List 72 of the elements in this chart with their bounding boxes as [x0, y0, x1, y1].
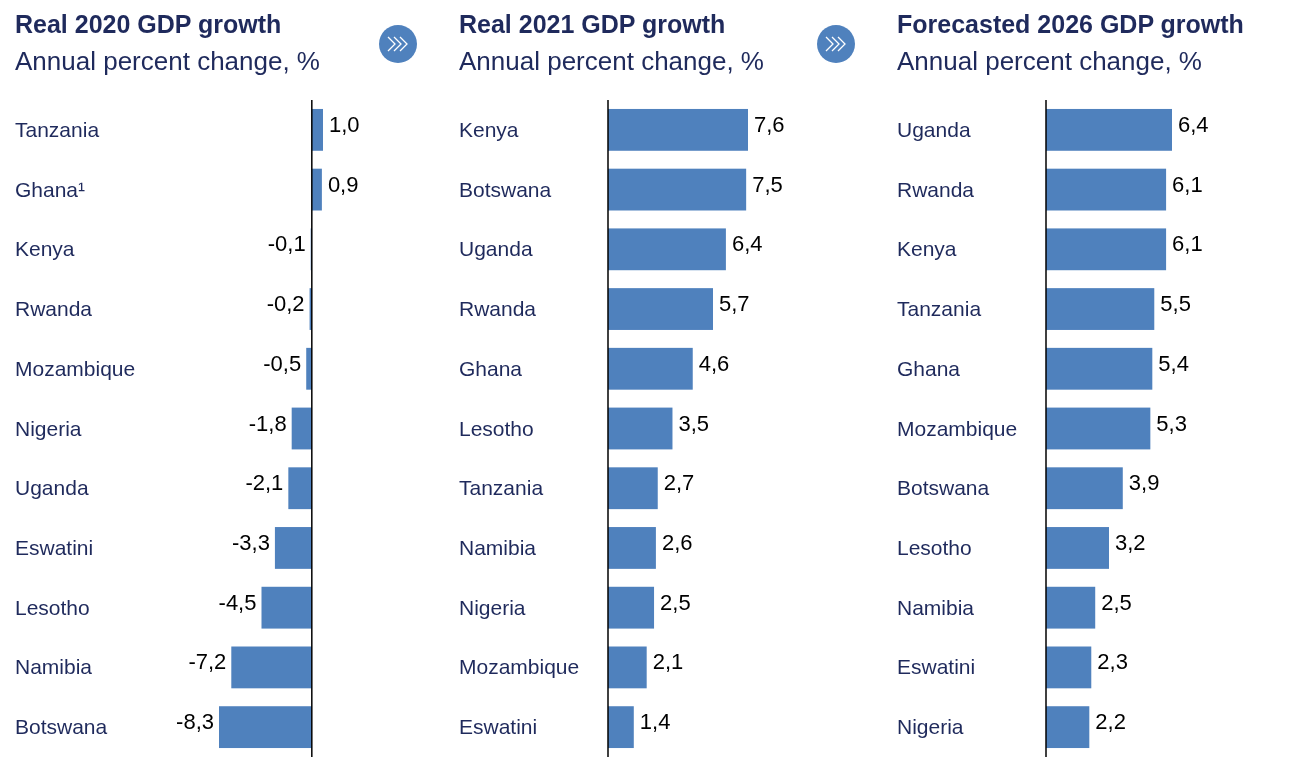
y-tick-label: Rwanda: [897, 177, 975, 201]
data-label: 6,4: [731, 231, 763, 257]
data-label: -7,2: [188, 649, 227, 675]
y-tick-label: Lesotho: [897, 535, 972, 559]
data-label: 7,6: [754, 111, 785, 137]
y-tick-label: Rwanda: [15, 297, 93, 321]
chart-title: Real 2020 GDP growth: [15, 10, 282, 38]
y-tick-label: Ghana¹: [15, 177, 86, 201]
y-tick-label: Nigeria: [15, 416, 82, 440]
data-label: -2,1: [245, 470, 284, 496]
chart-subtitle: Annual percent change, %: [459, 46, 764, 76]
y-tick-label: Mozambique: [15, 356, 136, 380]
y-tick-label: Mozambique: [459, 655, 580, 679]
data-label: 2,7: [663, 470, 695, 496]
data-label: 2,1: [652, 649, 684, 675]
y-tick-label: Eswatini: [459, 715, 538, 739]
y-tick-label: Kenya: [15, 237, 75, 261]
y-tick-label: Botswana: [459, 177, 552, 201]
chart-title: Real 2021 GDP growth: [459, 10, 726, 38]
chart-subtitle: Annual percent change, %: [15, 46, 320, 76]
y-tick-label: Kenya: [897, 237, 957, 261]
data-label: 2,5: [660, 589, 691, 615]
data-label: 6,4: [1178, 111, 1209, 137]
y-tick-label: Kenya: [459, 117, 519, 141]
y-tick-label: Uganda: [897, 117, 971, 141]
y-tick-label: Nigeria: [459, 595, 526, 619]
data-label: 2,5: [1101, 589, 1132, 615]
data-label: 3,9: [1128, 470, 1160, 496]
y-tick-label: Botswana: [15, 715, 108, 739]
data-label: 6,1: [1172, 231, 1203, 257]
data-label: -8,3: [176, 709, 214, 735]
y-tick-label: Botswana: [897, 476, 990, 500]
data-label: -0,5: [263, 350, 302, 376]
data-label: 6,1: [1172, 171, 1203, 197]
y-tick-label: Mozambique: [897, 416, 1018, 440]
y-tick-label: Nigeria: [897, 715, 964, 739]
data-label: -4,5: [218, 589, 257, 615]
data-label: 7,5: [752, 171, 783, 197]
y-tick-label: Tanzania: [897, 297, 982, 321]
data-label: 5,4: [1158, 350, 1189, 376]
data-label: 3,2: [1115, 529, 1146, 555]
data-label: 5,5: [1160, 291, 1191, 317]
y-tick-label: Uganda: [15, 476, 89, 500]
data-label: 3,5: [678, 410, 710, 436]
data-label: 1,4: [639, 709, 671, 735]
data-label: 4,6: [698, 350, 730, 376]
y-tick-label: Tanzania: [459, 476, 544, 500]
data-label: 5,7: [719, 291, 750, 317]
data-label: -0,2: [266, 291, 305, 317]
y-tick-label: Namibia: [459, 535, 537, 559]
chart-subtitle: Annual percent change, %: [897, 46, 1202, 76]
data-label: 2,3: [1097, 649, 1128, 675]
data-label: -3,3: [231, 529, 270, 555]
y-tick-label: Rwanda: [459, 297, 537, 321]
y-tick-label: Lesotho: [15, 595, 90, 619]
data-label: 2,6: [661, 529, 693, 555]
data-label: 1,0: [329, 111, 360, 137]
y-tick-label: Uganda: [459, 237, 533, 261]
data-label: -1,8: [248, 410, 287, 436]
y-tick-label: Ghana: [897, 356, 961, 380]
y-tick-label: Lesotho: [459, 416, 534, 440]
y-tick-label: Eswatini: [897, 655, 976, 679]
y-tick-label: Namibia: [15, 655, 93, 679]
y-tick-label: Eswatini: [15, 535, 94, 559]
data-label: 2,2: [1095, 709, 1126, 735]
data-label: 5,3: [1156, 410, 1187, 436]
chart-title: Forecasted 2026 GDP growth: [897, 10, 1244, 38]
data-label: 0,9: [327, 171, 359, 197]
y-tick-label: Namibia: [897, 595, 975, 619]
data-label: -0,1: [267, 231, 306, 257]
y-tick-label: Tanzania: [15, 117, 100, 141]
y-tick-label: Ghana: [459, 356, 523, 380]
